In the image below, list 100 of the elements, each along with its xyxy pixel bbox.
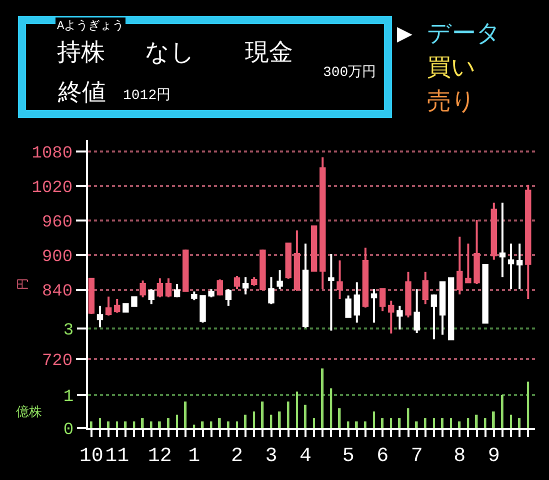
candlestick <box>508 242 514 290</box>
candlestick <box>396 304 403 330</box>
text: 終値 <box>57 78 106 106</box>
x-tick-label: 8 <box>454 445 466 468</box>
bar <box>116 421 118 428</box>
bar <box>355 421 358 428</box>
candlestick <box>148 288 154 306</box>
y-tick-label: 960 <box>42 214 73 233</box>
bar <box>527 382 530 428</box>
y-tick-label: 900 <box>42 248 73 268</box>
candlestick <box>499 202 506 278</box>
bar <box>313 418 316 428</box>
bar <box>433 418 435 428</box>
text: 1012円 <box>123 88 171 104</box>
candlestick <box>302 242 309 329</box>
bar <box>201 421 204 428</box>
candlestick <box>422 270 428 306</box>
bar <box>510 414 512 428</box>
candlestick <box>88 277 95 315</box>
bar <box>398 418 401 428</box>
x-tick-label: 11 <box>105 445 130 468</box>
candlestick <box>234 274 240 290</box>
bar <box>467 418 470 428</box>
bar <box>441 418 444 428</box>
candlestick <box>328 253 334 332</box>
bar <box>424 418 426 428</box>
candlestick <box>174 283 180 298</box>
bar <box>253 411 256 428</box>
bar <box>338 408 341 428</box>
bar <box>330 388 332 428</box>
bar <box>107 421 110 428</box>
x-tick-label: 6 <box>376 445 389 468</box>
bar <box>244 414 247 428</box>
bar <box>381 418 384 428</box>
bar <box>90 421 92 428</box>
bar <box>158 421 161 428</box>
candlestick <box>362 246 369 309</box>
bar <box>287 402 290 428</box>
bar <box>167 418 170 428</box>
candlestick <box>216 278 223 297</box>
candlestick <box>465 242 472 284</box>
candlestick <box>242 276 249 296</box>
text: ▶ <box>397 21 413 45</box>
x-tick-label: 12 <box>148 445 172 468</box>
y-tick-label: 720 <box>42 352 73 371</box>
text: なし <box>145 38 195 66</box>
candlestick <box>354 281 360 324</box>
candlestick <box>310 225 318 272</box>
candlestick <box>122 303 129 313</box>
bar <box>210 421 212 428</box>
y2-tick-label: 1 <box>63 388 74 407</box>
bar <box>484 418 486 428</box>
bar <box>450 418 452 428</box>
bar <box>321 368 324 428</box>
candlestick <box>285 242 292 280</box>
candlestick <box>388 300 394 335</box>
bar <box>236 421 238 428</box>
bar <box>501 394 504 428</box>
candlestick <box>414 288 420 334</box>
bar <box>176 414 178 428</box>
candlestick <box>165 277 172 298</box>
candlestick <box>370 288 378 324</box>
text: 買い <box>427 53 476 81</box>
candlestick <box>225 288 232 307</box>
bar <box>492 411 495 428</box>
text: 現金 <box>245 38 293 66</box>
candlestick <box>208 288 214 298</box>
text: データ <box>427 19 501 47</box>
candlestick <box>345 294 352 318</box>
bar <box>141 418 144 428</box>
bar <box>150 421 152 428</box>
candlestick <box>474 219 480 285</box>
x-tick-label: 9 <box>488 445 500 468</box>
x-tick-label: 10 <box>79 445 104 468</box>
candlestick <box>439 281 446 336</box>
candlestick <box>96 304 104 328</box>
bar <box>390 418 392 428</box>
x-tick-label: 4 <box>300 445 312 468</box>
candlestick <box>156 277 164 298</box>
bar <box>407 408 410 428</box>
bar <box>261 402 264 428</box>
bar <box>296 392 298 428</box>
text: 売り <box>427 87 476 115</box>
candlestick <box>268 276 274 306</box>
candlestick <box>448 277 454 340</box>
y-tick-label: 1080 <box>32 144 73 164</box>
x-tick-label: 3 <box>265 445 278 468</box>
x-tick-label: 7 <box>410 445 423 468</box>
bar <box>278 411 281 428</box>
candlestick <box>456 236 463 296</box>
candlestick <box>516 242 523 290</box>
bar <box>133 421 136 428</box>
text: 持株 <box>57 38 105 66</box>
bar <box>304 404 306 428</box>
y-tick-label: 840 <box>42 282 73 302</box>
bar <box>270 414 272 428</box>
candlestick <box>379 288 386 312</box>
candlestick <box>294 229 300 292</box>
candlestick <box>114 298 120 314</box>
y-axis-title: 円 <box>16 278 30 290</box>
